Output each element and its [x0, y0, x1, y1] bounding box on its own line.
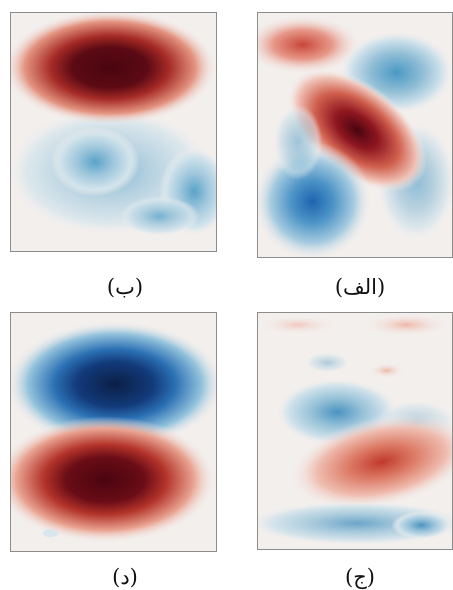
- panel-alef: [257, 12, 453, 258]
- panel-label-jim: (ج): [345, 565, 375, 589]
- panel-jim: [257, 312, 453, 550]
- panel-dal: [10, 312, 217, 552]
- panel-label-dal: (د): [112, 565, 138, 589]
- panel-be: [10, 12, 217, 252]
- contour-plot-dal: [11, 313, 216, 551]
- contour-plot-alef: [258, 13, 452, 257]
- contour-plot-be: [11, 13, 216, 251]
- contour-plot-jim: [258, 313, 452, 549]
- panel-label-be: (ب): [106, 275, 144, 299]
- panel-label-alef: (الف): [334, 275, 386, 299]
